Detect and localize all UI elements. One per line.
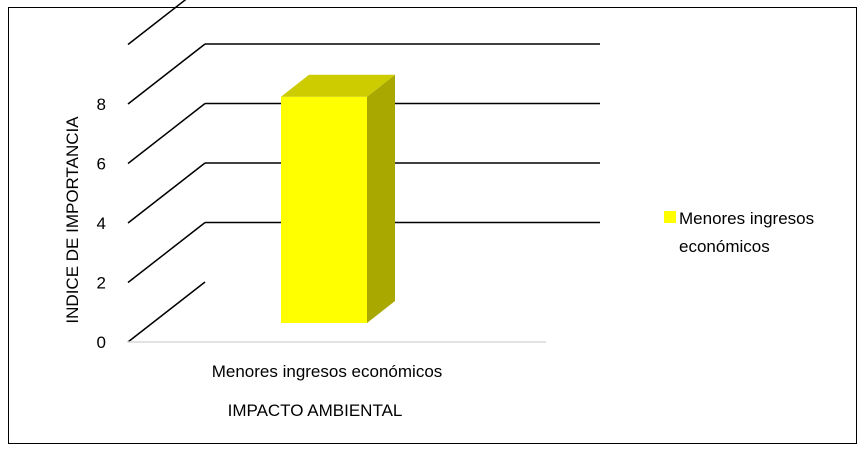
x-tick-label: Menores ingresos económicos — [212, 362, 443, 381]
legend: Menores ingresos económicos — [664, 209, 814, 256]
x-axis-title: IMPACTO AMBIENTAL — [228, 401, 403, 420]
gridline-diagonal — [127, 102, 206, 165]
y-tick-label: 2 — [97, 274, 106, 293]
legend-swatch — [664, 211, 676, 223]
gridline-diagonal — [127, 221, 206, 284]
y-tick-label: 4 — [97, 214, 106, 233]
bar-side — [367, 74, 395, 323]
y-tick-label: 8 — [97, 95, 106, 114]
legend-label: Menores ingresos — [679, 209, 814, 228]
bars — [281, 74, 395, 323]
bar-top — [281, 74, 395, 97]
y-tick-labels: 0 2 4 6 8 — [97, 95, 106, 352]
y-axis-title: INDICE DE IMPORTANCIA — [63, 116, 82, 324]
bar-front — [281, 96, 367, 323]
x-tick-labels: Menores ingresos económicos — [212, 362, 443, 381]
gridlines — [127, 0, 600, 343]
chart-frame — [8, 7, 857, 444]
floor-edge — [127, 281, 206, 343]
gridline-diagonal — [127, 162, 206, 224]
y-tick-label: 0 — [97, 333, 106, 352]
y-tick-label: 6 — [97, 155, 106, 174]
gridline-diagonal — [127, 43, 206, 105]
legend-label-line2: económicos — [679, 237, 770, 256]
gridline-diagonal — [127, 0, 187, 46]
